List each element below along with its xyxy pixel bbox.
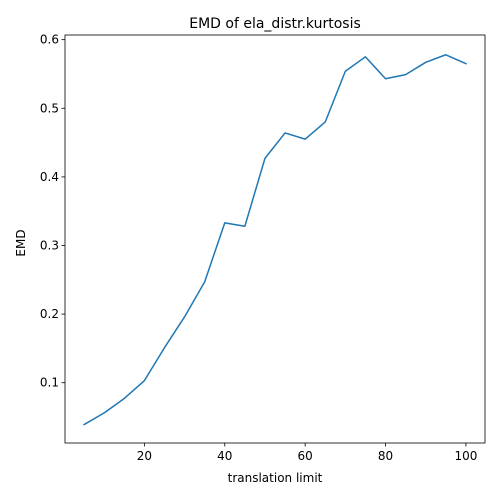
y-tick-label: 0.4 (40, 170, 59, 184)
chart-title: EMD of ela_distr.kurtosis (189, 16, 361, 32)
y-tick-label: 0.1 (40, 376, 59, 390)
y-tick-label: 0.6 (40, 33, 59, 47)
y-axis-label: EMD (14, 229, 28, 256)
x-tick-label: 40 (217, 449, 232, 463)
y-axis-ticks: 0.1 0.2 0.3 0.4 0.5 0.6 (40, 33, 65, 390)
plot-area (64, 34, 486, 444)
x-axis-ticks: 20 40 60 80 100 (137, 443, 477, 463)
plot-frame (64, 34, 486, 444)
x-tick-label: 60 (298, 449, 313, 463)
y-tick-label: 0.3 (40, 238, 59, 252)
x-tick-label: 80 (378, 449, 393, 463)
series-line-0 (83, 54, 467, 426)
x-tick-label: 20 (137, 449, 152, 463)
y-tick-label: 0.5 (40, 101, 59, 115)
x-tick-label: 100 (454, 449, 477, 463)
y-tick-label: 0.2 (40, 307, 59, 321)
x-axis-label: translation limit (228, 471, 323, 485)
